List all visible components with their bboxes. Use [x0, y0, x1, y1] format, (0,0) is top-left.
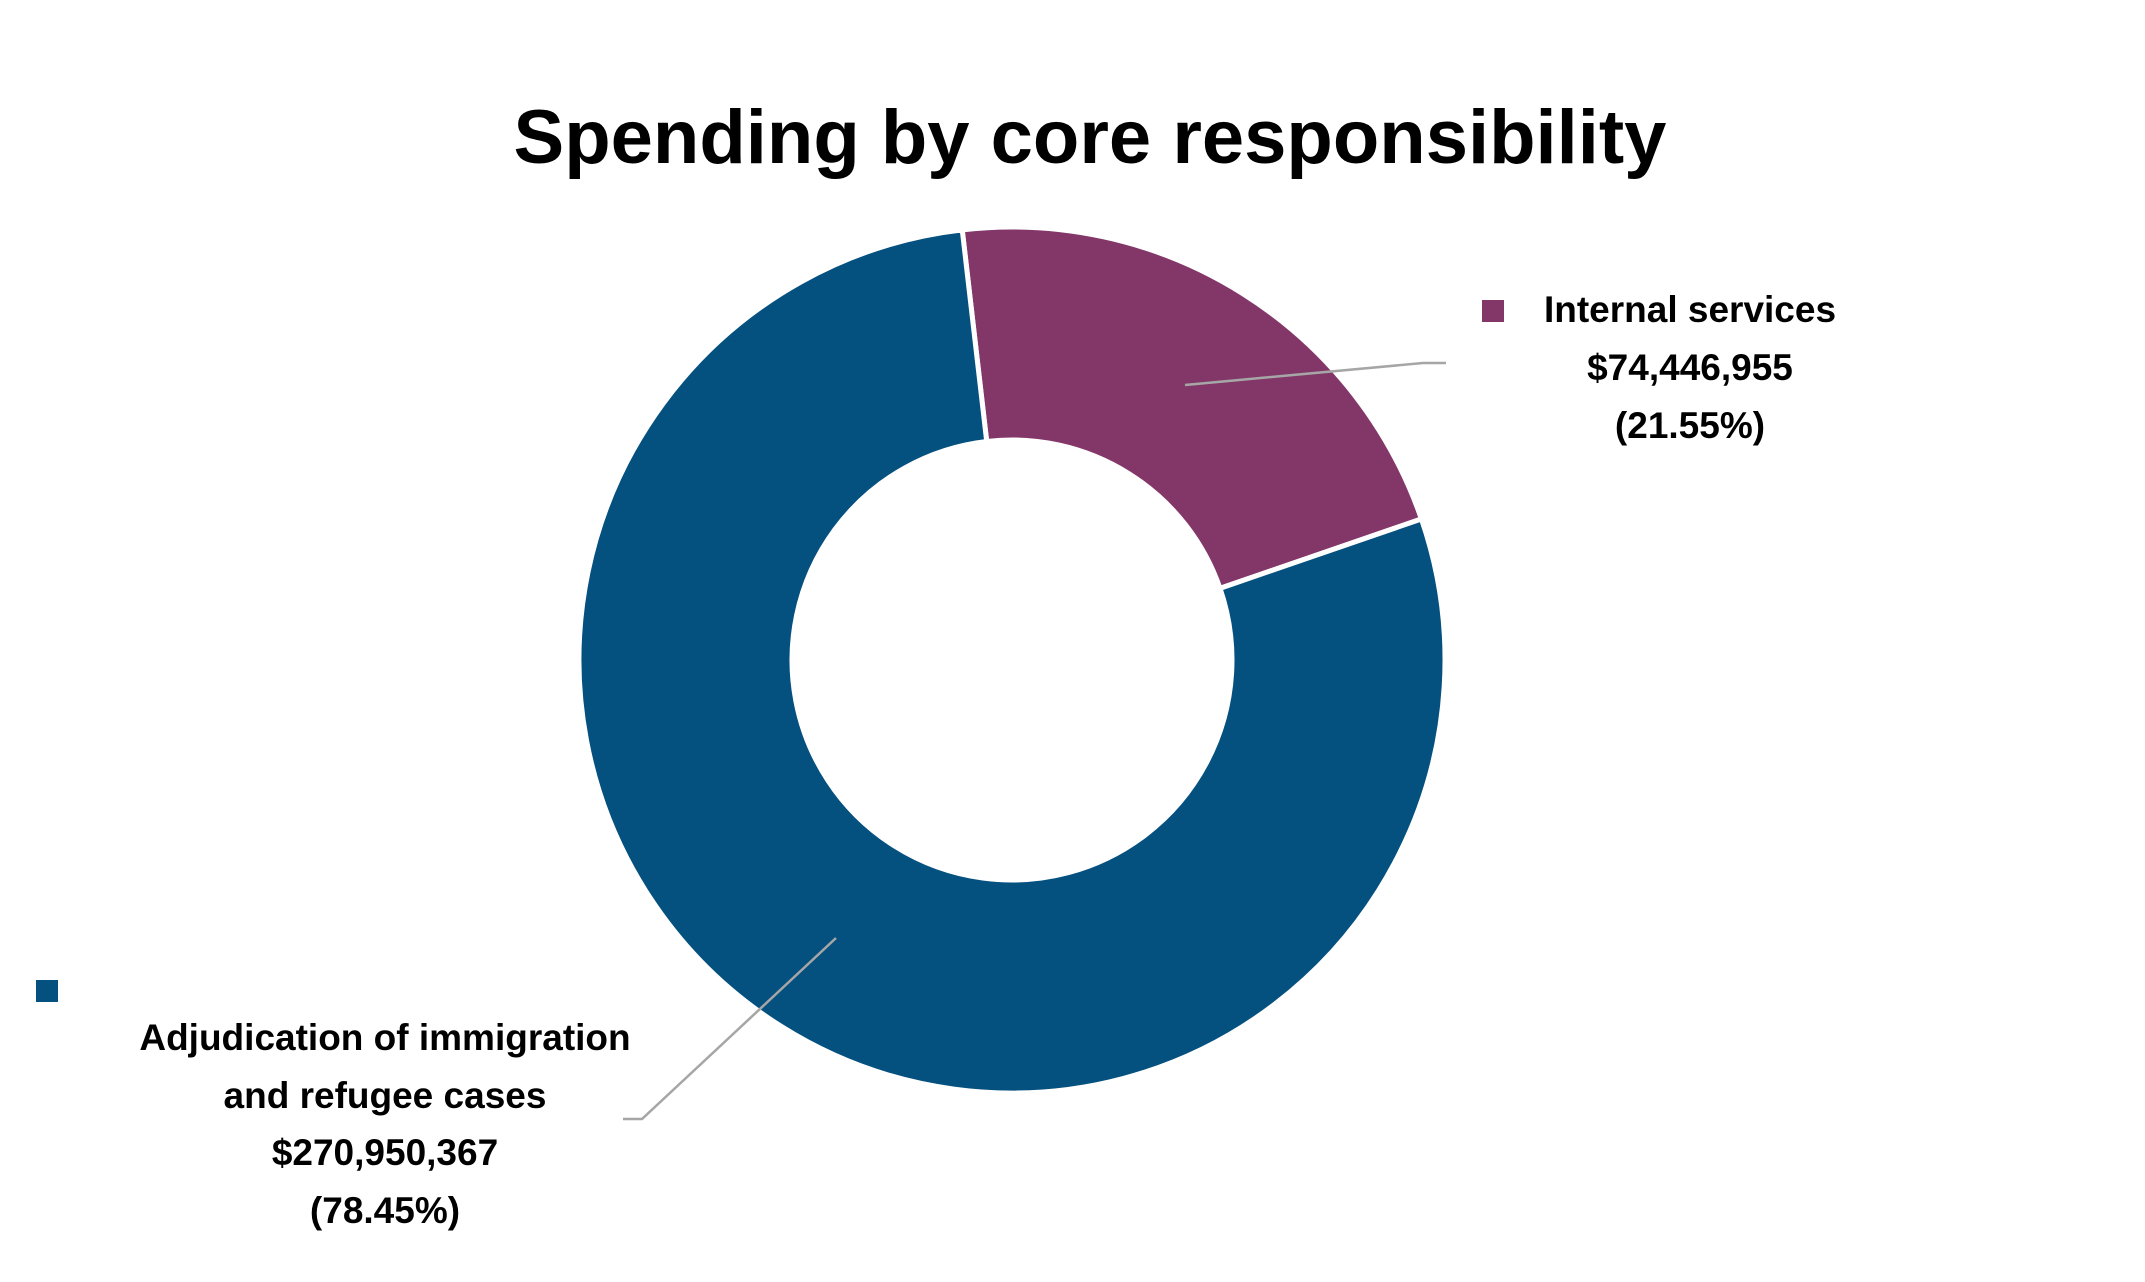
data-label-internal-services-value: $74,446,955	[1587, 347, 1793, 388]
data-label-adjudication-name-line2: and refugee cases	[224, 1075, 547, 1116]
legend-key-adjudication	[36, 980, 58, 1002]
leader-line-internal-services	[1184, 361, 1446, 387]
slice-internal-services	[959, 224, 1425, 592]
data-label-internal-services-name: Internal services	[1544, 289, 1836, 330]
data-label-adjudication-percent: (78.45%)	[310, 1190, 460, 1231]
leader-line-adjudication	[623, 937, 837, 1121]
data-label-internal-services-percent: (21.55%)	[1615, 405, 1765, 446]
data-label-adjudication-value: $270,950,367	[272, 1132, 498, 1173]
slice-adjudication	[576, 227, 1448, 1096]
chart-title: Spending by core responsibility	[514, 95, 1667, 180]
legend-key-internal-services	[1482, 300, 1504, 322]
data-label-adjudication-name-line1: Adjudication of immigration	[139, 1017, 630, 1058]
